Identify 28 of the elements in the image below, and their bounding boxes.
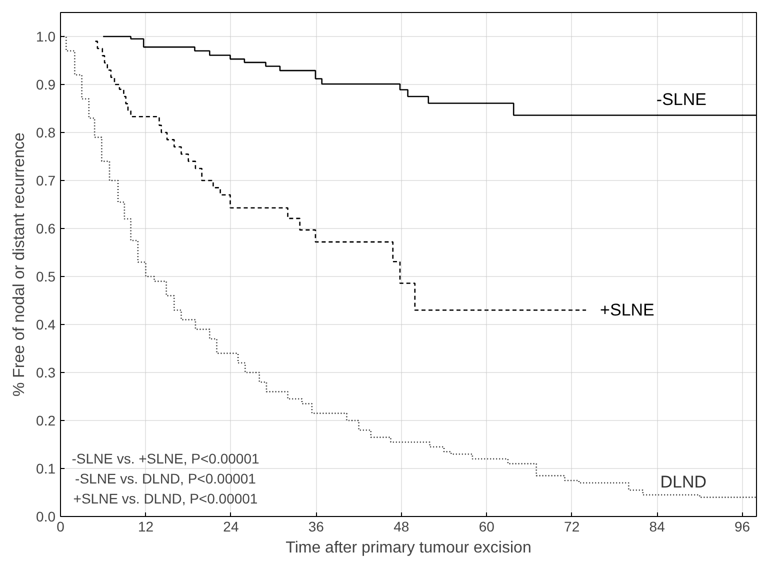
- y-tick-label: 0.8: [36, 124, 56, 140]
- annotation: -SLNE vs. DLND, P<0.00001: [75, 470, 256, 486]
- y-tick-label: 0.0: [36, 508, 56, 524]
- series-label: DLND: [660, 472, 707, 492]
- x-tick-label: 60: [478, 518, 495, 534]
- y-tick-label: 0.7: [36, 172, 56, 188]
- x-axis-title: Time after primary tumour excision: [286, 540, 532, 556]
- x-tick-label: 72: [564, 518, 580, 534]
- y-tick-label: 0.2: [36, 412, 56, 428]
- x-tick-label: 48: [394, 518, 410, 534]
- x-tick-label: 12: [138, 518, 154, 534]
- y-tick-label: 1.0: [36, 28, 56, 44]
- x-tick-label: 84: [649, 518, 666, 534]
- y-tick-label: 0.4: [36, 316, 56, 332]
- series-label: -SLNE: [656, 90, 707, 110]
- y-tick-label: 0.6: [36, 220, 56, 236]
- x-tick-label: 36: [308, 518, 324, 534]
- y-tick-label: 0.1: [36, 460, 56, 476]
- y-tick-label: 0.3: [36, 364, 56, 380]
- annotation: -SLNE vs. +SLNE, P<0.00001: [72, 450, 260, 466]
- y-tick-label: 0.9: [36, 76, 56, 92]
- x-tick-label: 0: [56, 518, 65, 534]
- y-axis-title: % Free of nodal or distant recurrence: [11, 132, 28, 397]
- series-label: +SLNE: [600, 300, 654, 320]
- y-tick-label: 0.5: [36, 268, 56, 284]
- annotation: +SLNE vs. DLND, P<0.00001: [73, 490, 258, 506]
- x-tick-label: 24: [223, 518, 239, 534]
- x-tick-label: 96: [734, 518, 750, 534]
